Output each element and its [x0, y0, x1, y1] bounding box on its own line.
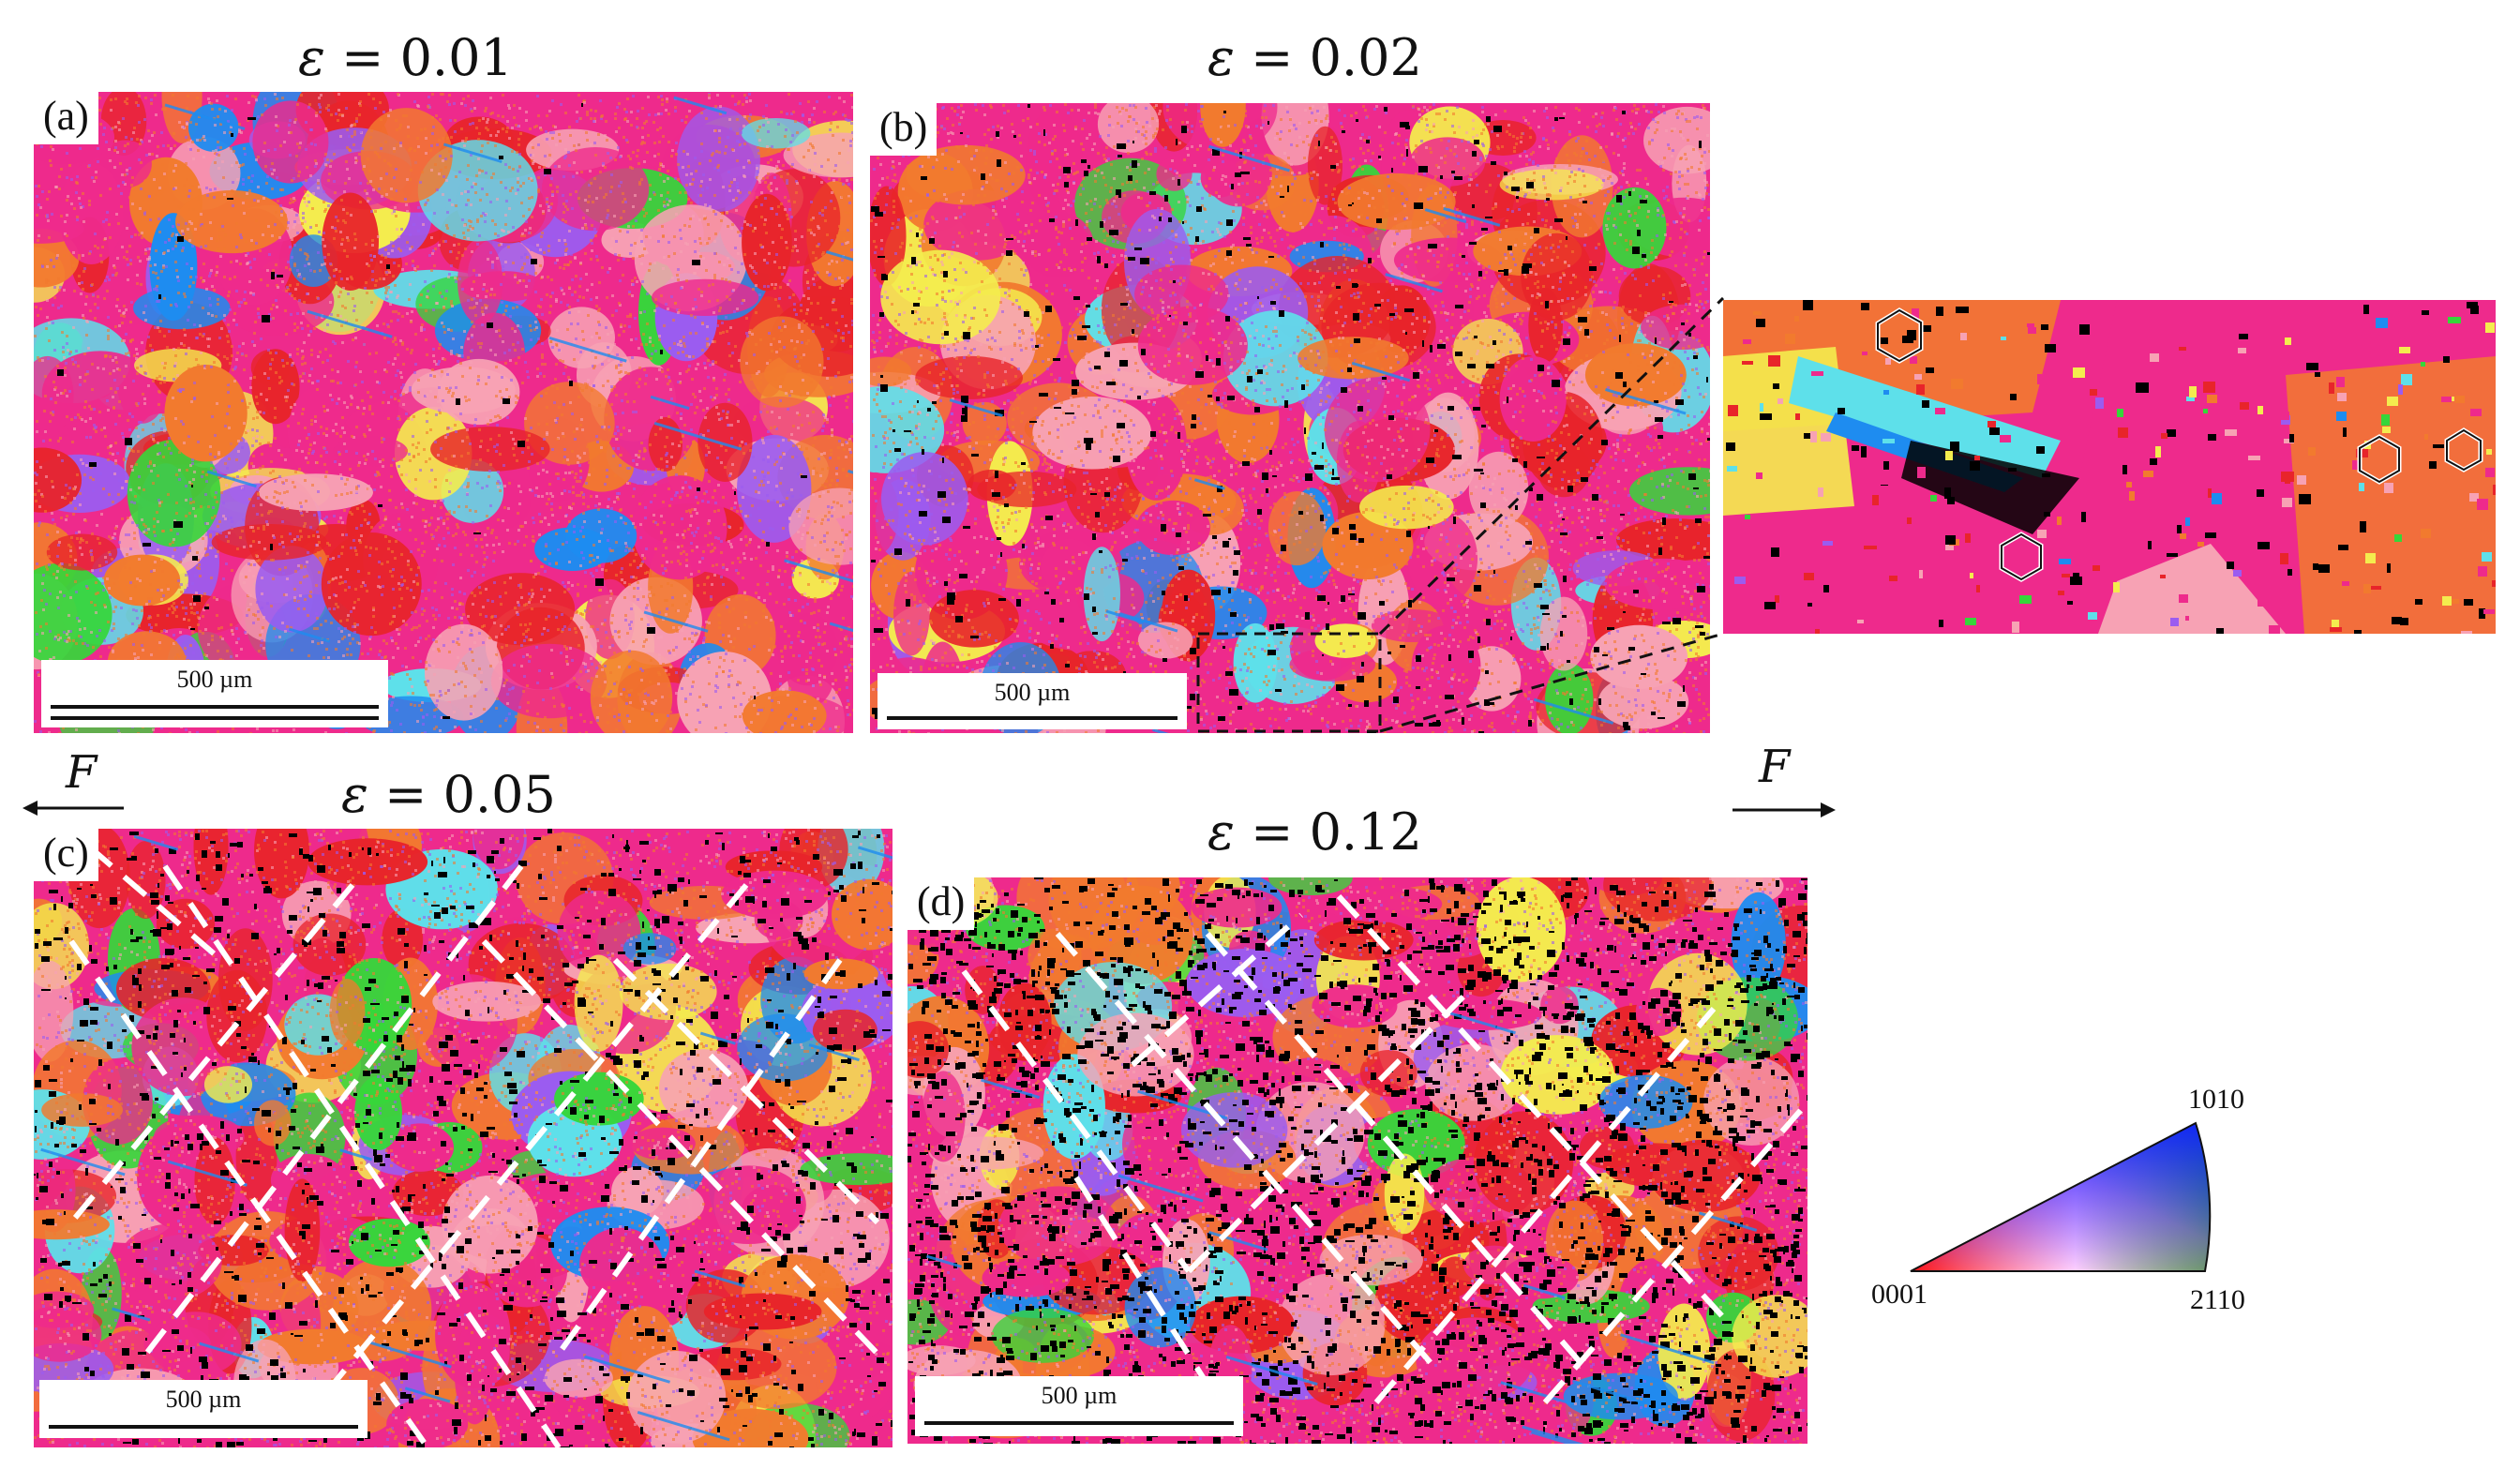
scale-line	[49, 1425, 358, 1429]
panel-label-a: (a)	[34, 92, 98, 144]
panel-label-d: (d)	[908, 877, 975, 930]
scale-line	[924, 1421, 1234, 1425]
zoom-region-box	[1196, 632, 1382, 733]
scale-bar-d: 500 µm	[915, 1376, 1243, 1436]
epsilon-symbol: ε	[298, 28, 325, 87]
epsilon-symbol: ε	[1208, 802, 1235, 862]
ebsd-map-c: (c) 500 µm	[34, 829, 892, 1447]
grain-map-c	[34, 829, 892, 1447]
scale-bar-b: 500 µm	[878, 673, 1187, 729]
grain-map-d	[908, 877, 1808, 1444]
scale-text: 500 µm	[878, 679, 1187, 707]
scale-bar-c: 500 µm	[39, 1380, 368, 1438]
strain-title-b: ε = 0.02	[1208, 28, 1422, 87]
panel-label-b: (b)	[870, 103, 938, 156]
strain-title-d: ε = 0.12	[1208, 802, 1422, 862]
epsilon-symbol: ε	[341, 765, 368, 824]
zoom-line-bottom	[1379, 632, 1724, 733]
grain-map-b	[870, 103, 1710, 733]
scale-line	[51, 705, 379, 709]
scale-line	[887, 716, 1178, 720]
strain-title-c: ε = 0.05	[341, 765, 556, 824]
panel-label-c: (c)	[34, 829, 98, 881]
arrow-right-icon	[1732, 802, 1836, 817]
scale-text: 500 µm	[39, 1386, 368, 1414]
force-label-left: F	[66, 746, 97, 799]
ipf-label-prism2: 2110	[2190, 1284, 2245, 1316]
epsilon-symbol: ε	[1208, 28, 1235, 87]
strain-value: = 0.01	[341, 28, 513, 87]
arrow-left-icon	[22, 801, 124, 816]
scale-text: 500 µm	[915, 1382, 1243, 1410]
force-label-right: F	[1759, 741, 1790, 793]
ipf-color-key	[1910, 1121, 2212, 1272]
strain-value: = 0.05	[384, 765, 556, 824]
strain-title-a: ε = 0.01	[298, 28, 513, 87]
scale-text: 500 µm	[41, 666, 388, 694]
ipf-label-prism1: 1010	[2188, 1084, 2244, 1116]
zoom-line-top	[1378, 296, 1725, 636]
ebsd-map-d: (d) 500 µm	[908, 877, 1808, 1444]
scale-bar-a: 500 µm	[41, 660, 388, 727]
strain-value: = 0.12	[1251, 802, 1422, 862]
ebsd-map-b: (b) 500 µm	[870, 103, 1710, 733]
grain-map-a	[34, 92, 853, 733]
ipf-label-basal: 0001	[1871, 1279, 1928, 1311]
strain-value: = 0.02	[1251, 28, 1422, 87]
ebsd-map-a: (a) 500 µm	[34, 92, 853, 733]
grain-map-zoom	[1723, 300, 2496, 634]
ebsd-zoom-inset	[1723, 300, 2496, 634]
scale-line-2	[51, 716, 379, 720]
